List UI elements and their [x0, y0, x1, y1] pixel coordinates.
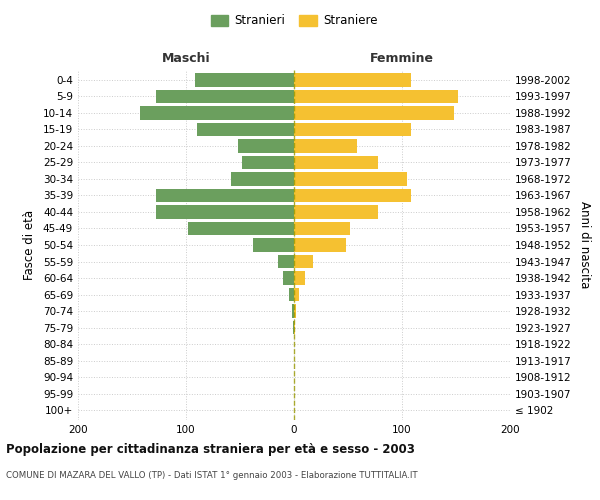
Bar	[294, 222, 350, 235]
Y-axis label: Anni di nascita: Anni di nascita	[578, 202, 591, 288]
Bar	[292, 304, 294, 318]
Bar	[294, 90, 458, 103]
Bar	[294, 188, 410, 202]
Bar	[294, 238, 346, 252]
Bar	[294, 106, 454, 120]
Bar	[294, 139, 356, 152]
Bar	[294, 156, 378, 169]
Bar	[294, 122, 410, 136]
Bar	[232, 172, 294, 186]
Bar	[294, 304, 296, 318]
Text: Maschi: Maschi	[161, 52, 211, 65]
Bar	[188, 222, 294, 235]
Bar	[238, 139, 294, 152]
Bar	[197, 122, 294, 136]
Bar	[294, 288, 299, 302]
Legend: Stranieri, Straniere: Stranieri, Straniere	[207, 11, 381, 31]
Text: Femmine: Femmine	[370, 52, 434, 65]
Bar	[242, 156, 294, 169]
Bar	[294, 205, 378, 219]
Bar	[156, 205, 294, 219]
Bar	[283, 271, 294, 285]
Bar	[294, 321, 295, 334]
Bar	[278, 254, 294, 268]
Bar	[294, 254, 313, 268]
Bar	[294, 73, 410, 86]
Y-axis label: Fasce di età: Fasce di età	[23, 210, 36, 280]
Bar	[194, 73, 294, 86]
Bar	[156, 188, 294, 202]
Text: COMUNE DI MAZARA DEL VALLO (TP) - Dati ISTAT 1° gennaio 2003 - Elaborazione TUTT: COMUNE DI MAZARA DEL VALLO (TP) - Dati I…	[6, 471, 418, 480]
Text: Popolazione per cittadinanza straniera per età e sesso - 2003: Popolazione per cittadinanza straniera p…	[6, 442, 415, 456]
Bar	[294, 271, 305, 285]
Bar	[140, 106, 294, 120]
Bar	[253, 238, 294, 252]
Bar	[156, 90, 294, 103]
Bar	[294, 172, 407, 186]
Bar	[289, 288, 294, 302]
Bar	[293, 321, 294, 334]
